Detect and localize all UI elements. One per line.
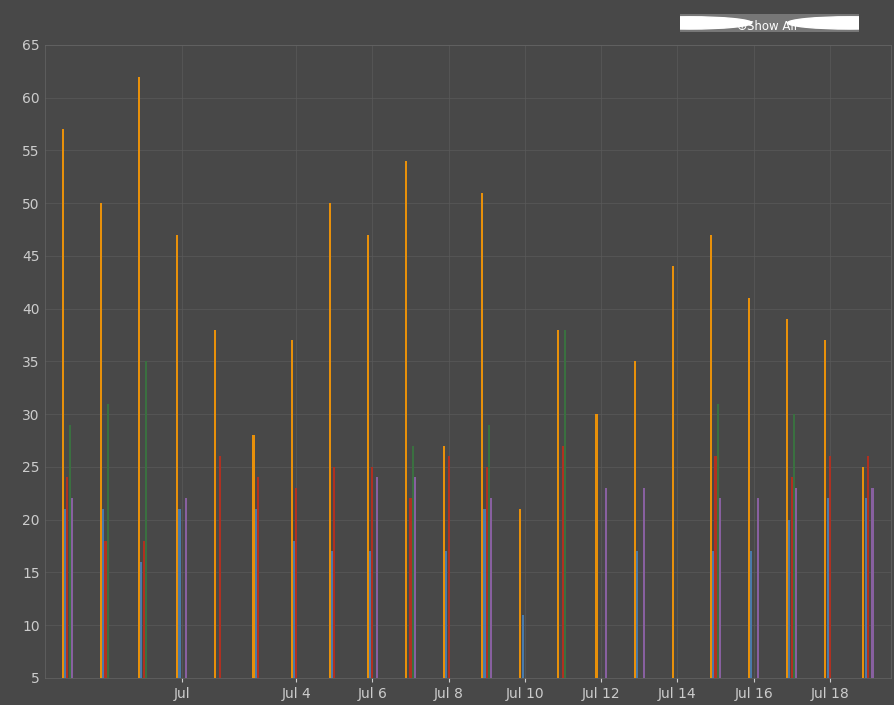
Bar bbox=[795, 488, 797, 678]
Bar bbox=[789, 477, 792, 678]
Bar bbox=[866, 456, 868, 678]
Bar bbox=[823, 341, 825, 678]
Bar bbox=[333, 467, 335, 678]
Bar bbox=[828, 456, 830, 678]
Bar bbox=[255, 509, 257, 678]
Bar bbox=[138, 77, 140, 678]
Bar bbox=[788, 520, 789, 678]
Bar bbox=[176, 235, 178, 678]
Bar bbox=[718, 498, 721, 678]
Bar bbox=[671, 266, 673, 678]
Bar bbox=[257, 477, 258, 678]
Bar bbox=[443, 446, 444, 678]
Bar bbox=[864, 498, 865, 678]
Bar bbox=[756, 498, 758, 678]
Bar bbox=[557, 330, 559, 678]
Bar bbox=[411, 446, 413, 678]
Bar bbox=[414, 477, 416, 678]
Bar bbox=[214, 330, 216, 678]
Bar bbox=[561, 446, 563, 678]
Bar bbox=[862, 467, 864, 678]
Bar bbox=[636, 551, 637, 678]
Bar bbox=[481, 192, 483, 678]
Bar bbox=[785, 319, 788, 678]
Circle shape bbox=[626, 17, 751, 29]
Bar bbox=[871, 488, 873, 678]
Bar bbox=[62, 129, 63, 678]
Bar bbox=[106, 403, 109, 678]
Bar bbox=[331, 551, 333, 678]
Circle shape bbox=[787, 17, 894, 29]
Bar bbox=[792, 414, 794, 678]
Bar bbox=[252, 435, 254, 678]
Bar bbox=[292, 541, 295, 678]
Bar bbox=[102, 509, 105, 678]
Bar bbox=[713, 456, 716, 678]
Bar bbox=[64, 509, 66, 678]
Bar bbox=[642, 488, 645, 678]
Bar bbox=[69, 424, 71, 678]
Bar bbox=[485, 467, 487, 678]
Bar bbox=[521, 615, 523, 678]
Bar bbox=[142, 541, 145, 678]
Bar bbox=[185, 498, 187, 678]
Text: Show All: Show All bbox=[746, 20, 797, 33]
Text: ⊕: ⊕ bbox=[736, 20, 746, 33]
Bar bbox=[291, 341, 292, 678]
Bar bbox=[712, 551, 713, 678]
Bar bbox=[825, 498, 828, 678]
Bar bbox=[295, 488, 297, 678]
Bar bbox=[716, 403, 718, 678]
Bar bbox=[633, 362, 635, 678]
Bar bbox=[445, 551, 447, 678]
Bar bbox=[709, 235, 711, 678]
Bar bbox=[145, 362, 147, 678]
Bar bbox=[490, 498, 492, 678]
Bar bbox=[749, 551, 752, 678]
Bar bbox=[219, 456, 221, 678]
Bar bbox=[595, 414, 597, 678]
Bar bbox=[563, 330, 566, 678]
Bar bbox=[367, 235, 368, 678]
Bar bbox=[105, 541, 106, 678]
Bar bbox=[409, 498, 411, 678]
Bar bbox=[140, 562, 142, 678]
Bar bbox=[483, 509, 485, 678]
Bar bbox=[404, 161, 407, 678]
Bar bbox=[371, 467, 373, 678]
Bar bbox=[375, 477, 377, 678]
Bar bbox=[487, 424, 490, 678]
Bar bbox=[747, 298, 749, 678]
Bar bbox=[328, 203, 331, 678]
Bar bbox=[178, 509, 181, 678]
Bar bbox=[447, 456, 449, 678]
Bar bbox=[604, 488, 606, 678]
Bar bbox=[368, 551, 371, 678]
Bar bbox=[71, 498, 73, 678]
Bar bbox=[66, 477, 69, 678]
Bar bbox=[519, 509, 521, 678]
Bar bbox=[100, 203, 102, 678]
